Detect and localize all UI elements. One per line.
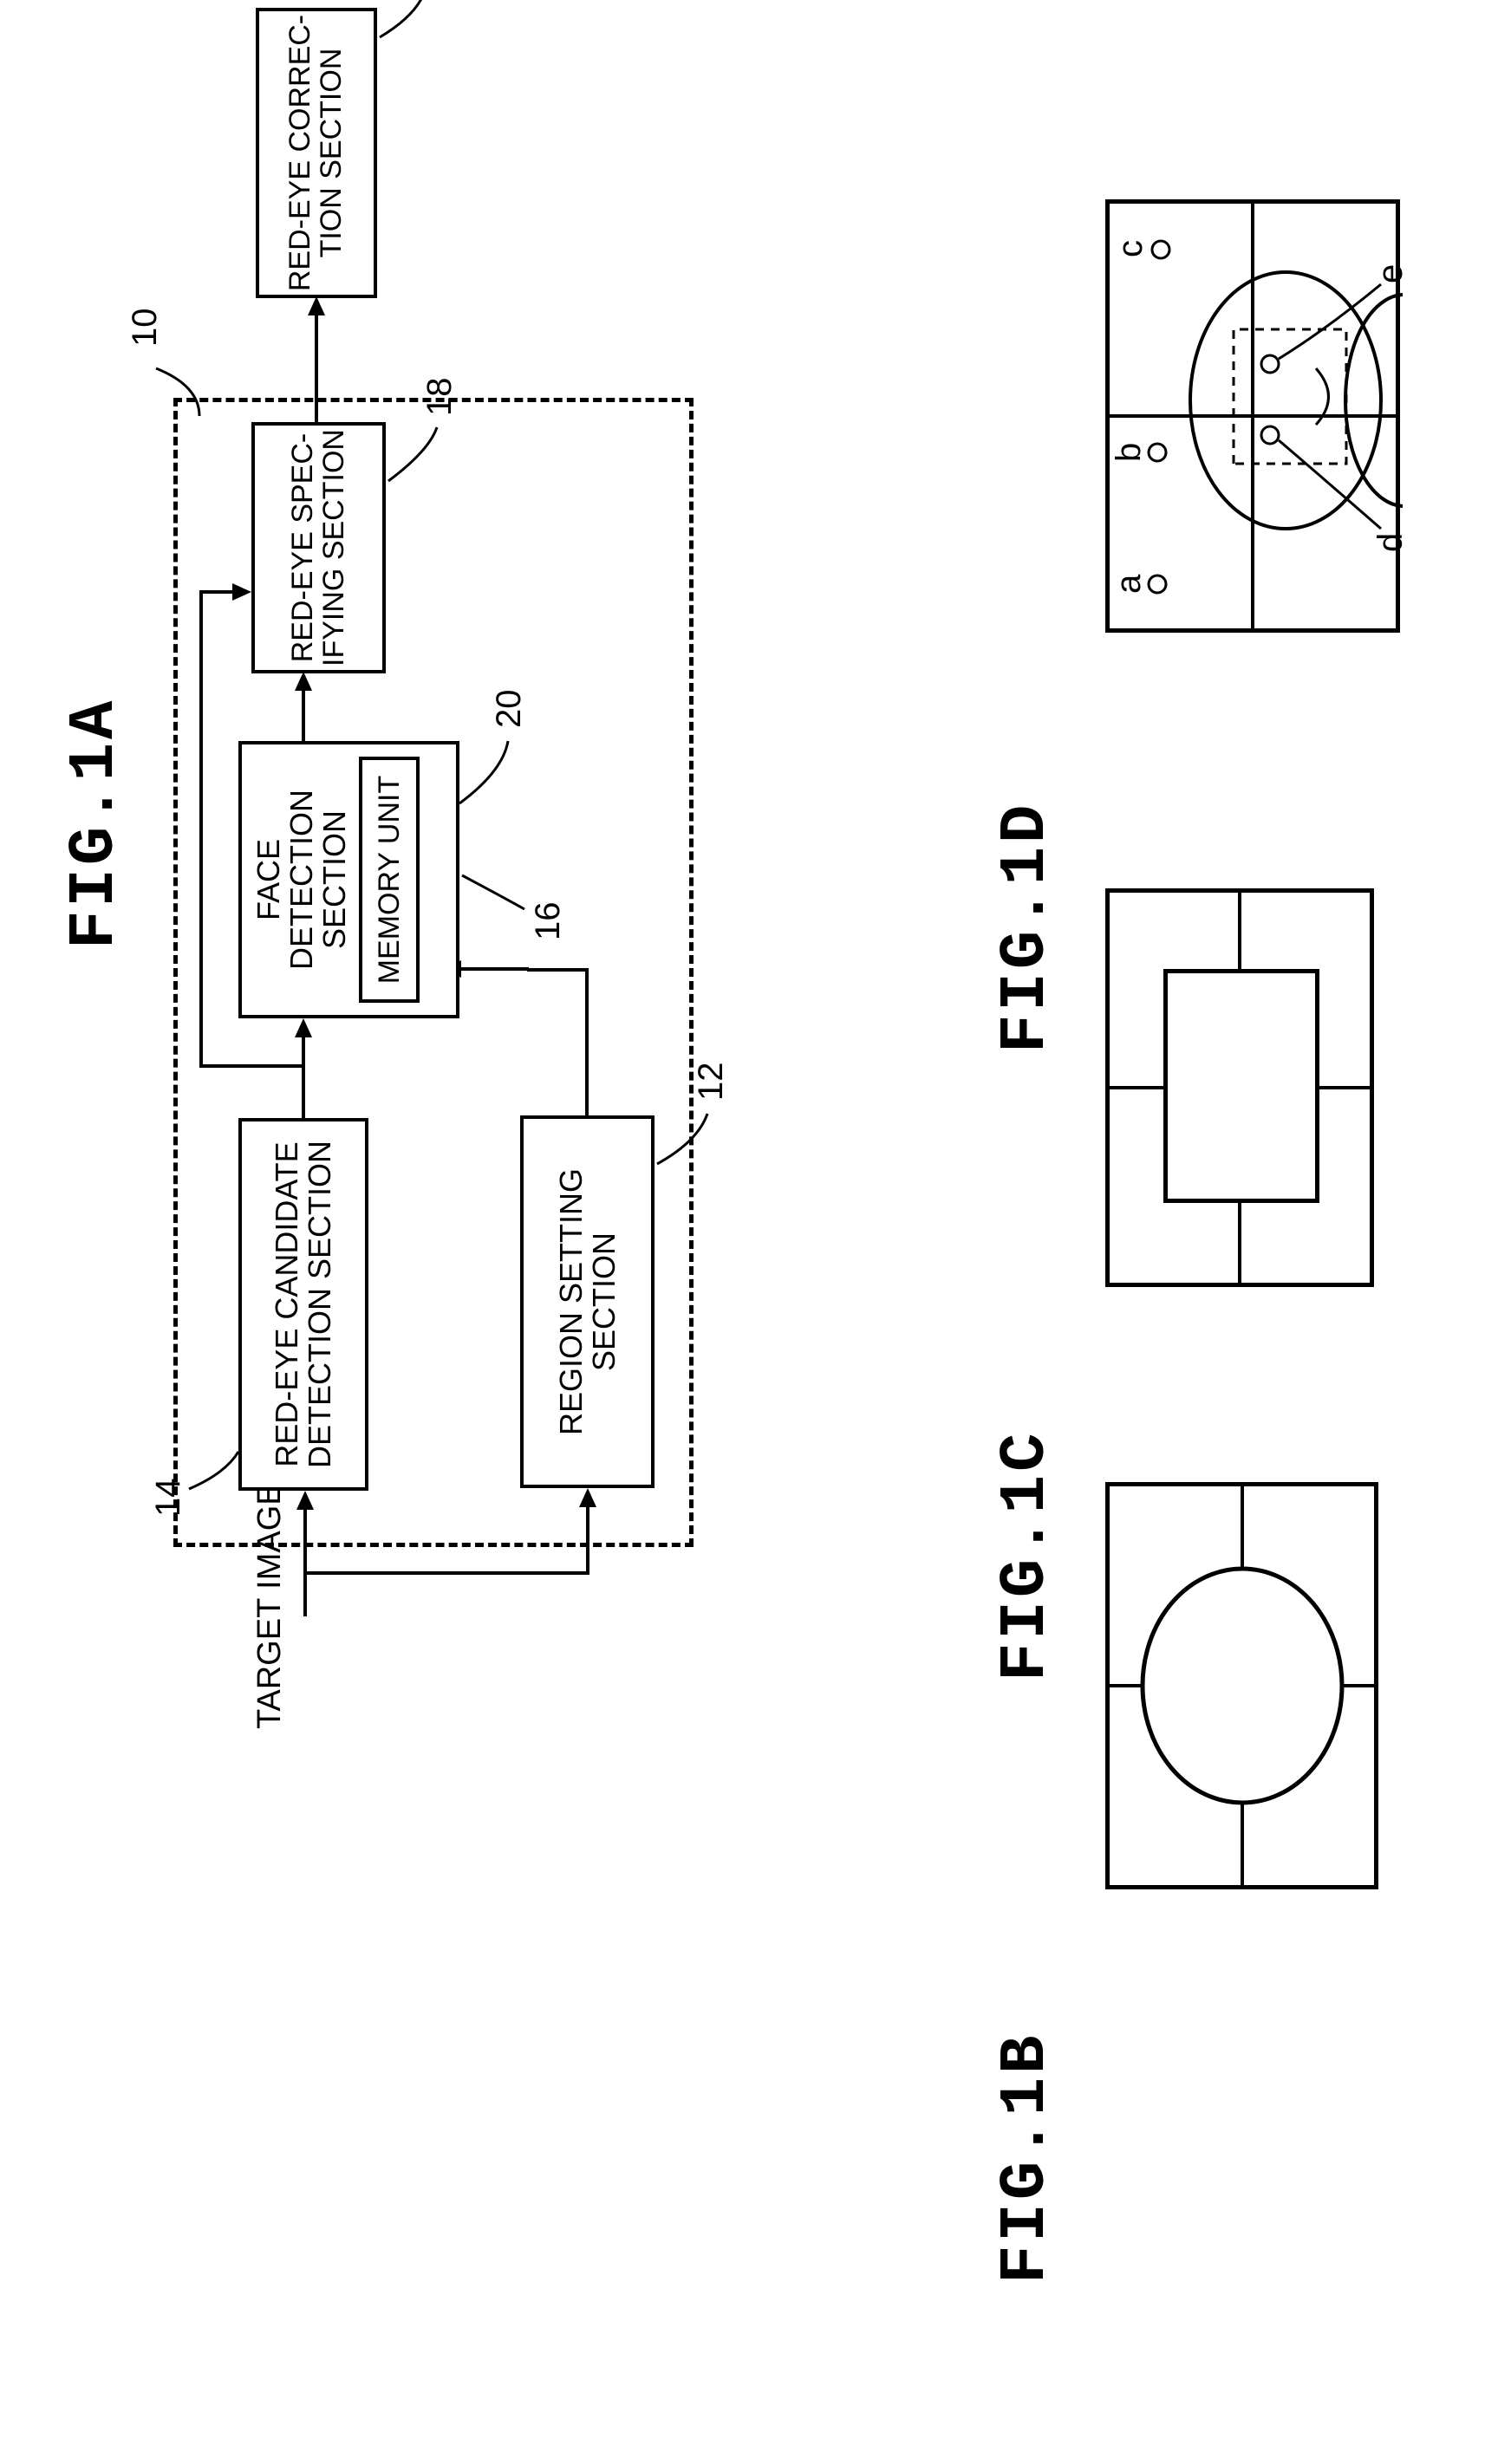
fig-1b-drawing	[1105, 1482, 1378, 1889]
fig-1c-label: FIG.1C	[990, 1430, 1063, 1681]
ref-12: 12	[692, 1063, 731, 1102]
region-setting-text: REGION SETTING SECTION	[555, 1168, 621, 1435]
pt-e: e	[1371, 264, 1410, 283]
memory-unit-text: MEMORY UNIT	[374, 776, 406, 985]
redeye-specifying-text: RED-EYE SPEC- IFYING SECTION	[288, 429, 349, 666]
fig-1d-label: FIG.1D	[990, 802, 1063, 1053]
ref-20: 20	[490, 690, 529, 729]
ref-18: 18	[420, 378, 459, 417]
ref-14: 14	[149, 1479, 188, 1518]
pt-d: d	[1371, 533, 1410, 552]
face-detection-text: FACE DETECTION SECTION	[252, 790, 350, 970]
memory-unit-box: MEMORY UNIT	[359, 757, 420, 1003]
ref-10: 10	[126, 309, 165, 348]
redeye-candidate-box: RED-EYE CANDIDATE DETECTION SECTION	[238, 1118, 368, 1491]
redeye-specifying-box: RED-EYE SPEC- IFYING SECTION	[251, 422, 386, 673]
redeye-correction-text: RED-EYE CORREC- TION SECTION	[285, 15, 347, 291]
redeye-candidate-text: RED-EYE CANDIDATE DETECTION SECTION	[270, 1141, 336, 1468]
face-detection-box: FACE DETECTION SECTION MEMORY UNIT	[238, 741, 459, 1018]
pt-a: a	[1110, 575, 1149, 594]
target-image-label: TARGET IMAGE	[251, 1483, 289, 1729]
pt-b: b	[1110, 443, 1149, 462]
ref-16: 16	[529, 902, 568, 941]
fig-1b-label: FIG.1B	[990, 2032, 1063, 2284]
fig-1c-drawing	[1105, 888, 1374, 1287]
region-setting-box: REGION SETTING SECTION	[520, 1115, 655, 1488]
fig-1a-diagram: 10 TARGET IMAGE RED-EYE CANDIDATE DETECT…	[95, 0, 841, 1729]
redeye-correction-box: RED-EYE CORREC- TION SECTION	[256, 8, 377, 298]
fig-1d-drawing: a b c d e	[1105, 199, 1400, 633]
pt-c: c	[1111, 240, 1150, 257]
